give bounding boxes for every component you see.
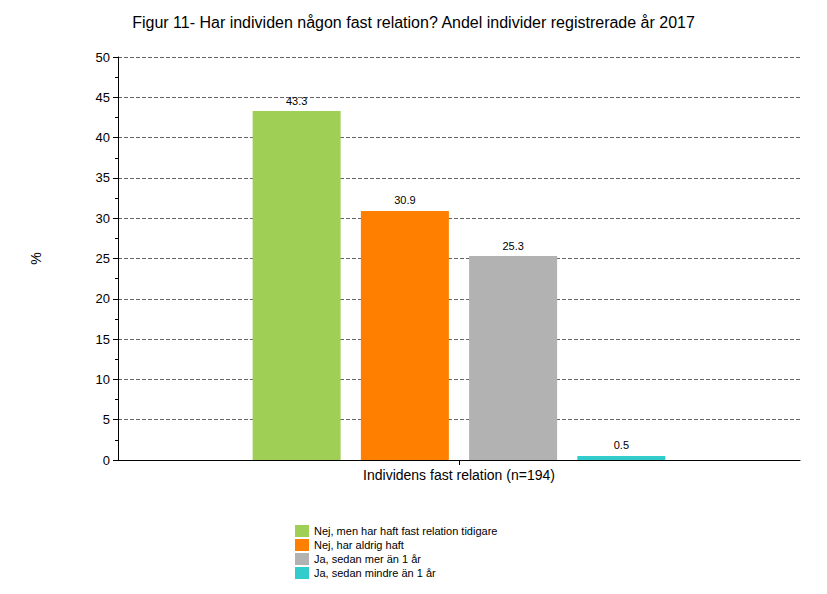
svg-text:5: 5 [103,412,110,427]
svg-text:Ja, sedan mindre än 1 år: Ja, sedan mindre än 1 år [314,567,436,579]
svg-text:45: 45 [96,90,110,105]
svg-text:Ja, sedan mer än 1 år: Ja, sedan mer än 1 år [314,553,421,565]
svg-text:0: 0 [103,453,110,468]
svg-text:Figur 11- Har individen någon: Figur 11- Har individen någon fast relat… [132,14,695,31]
svg-text:Nej, har aldrig haft: Nej, har aldrig haft [314,539,404,551]
svg-text:25: 25 [96,251,110,266]
svg-text:20: 20 [96,291,110,306]
svg-text:15: 15 [96,332,110,347]
svg-text:43.3: 43.3 [286,95,307,107]
svg-text:30: 30 [96,211,110,226]
svg-text:25.3: 25.3 [502,240,523,252]
svg-text:10: 10 [96,372,110,387]
svg-text:40: 40 [96,130,110,145]
svg-text:30.9: 30.9 [394,194,415,206]
svg-text:Individens fast relation (n=19: Individens fast relation (n=194) [363,467,555,483]
svg-text:50: 50 [96,50,110,65]
svg-text:0.5: 0.5 [614,439,629,451]
svg-text:%: % [28,252,44,264]
svg-text:35: 35 [96,170,110,185]
svg-text:Nej, men har haft fast relatio: Nej, men har haft fast relation tidigare [314,525,497,537]
